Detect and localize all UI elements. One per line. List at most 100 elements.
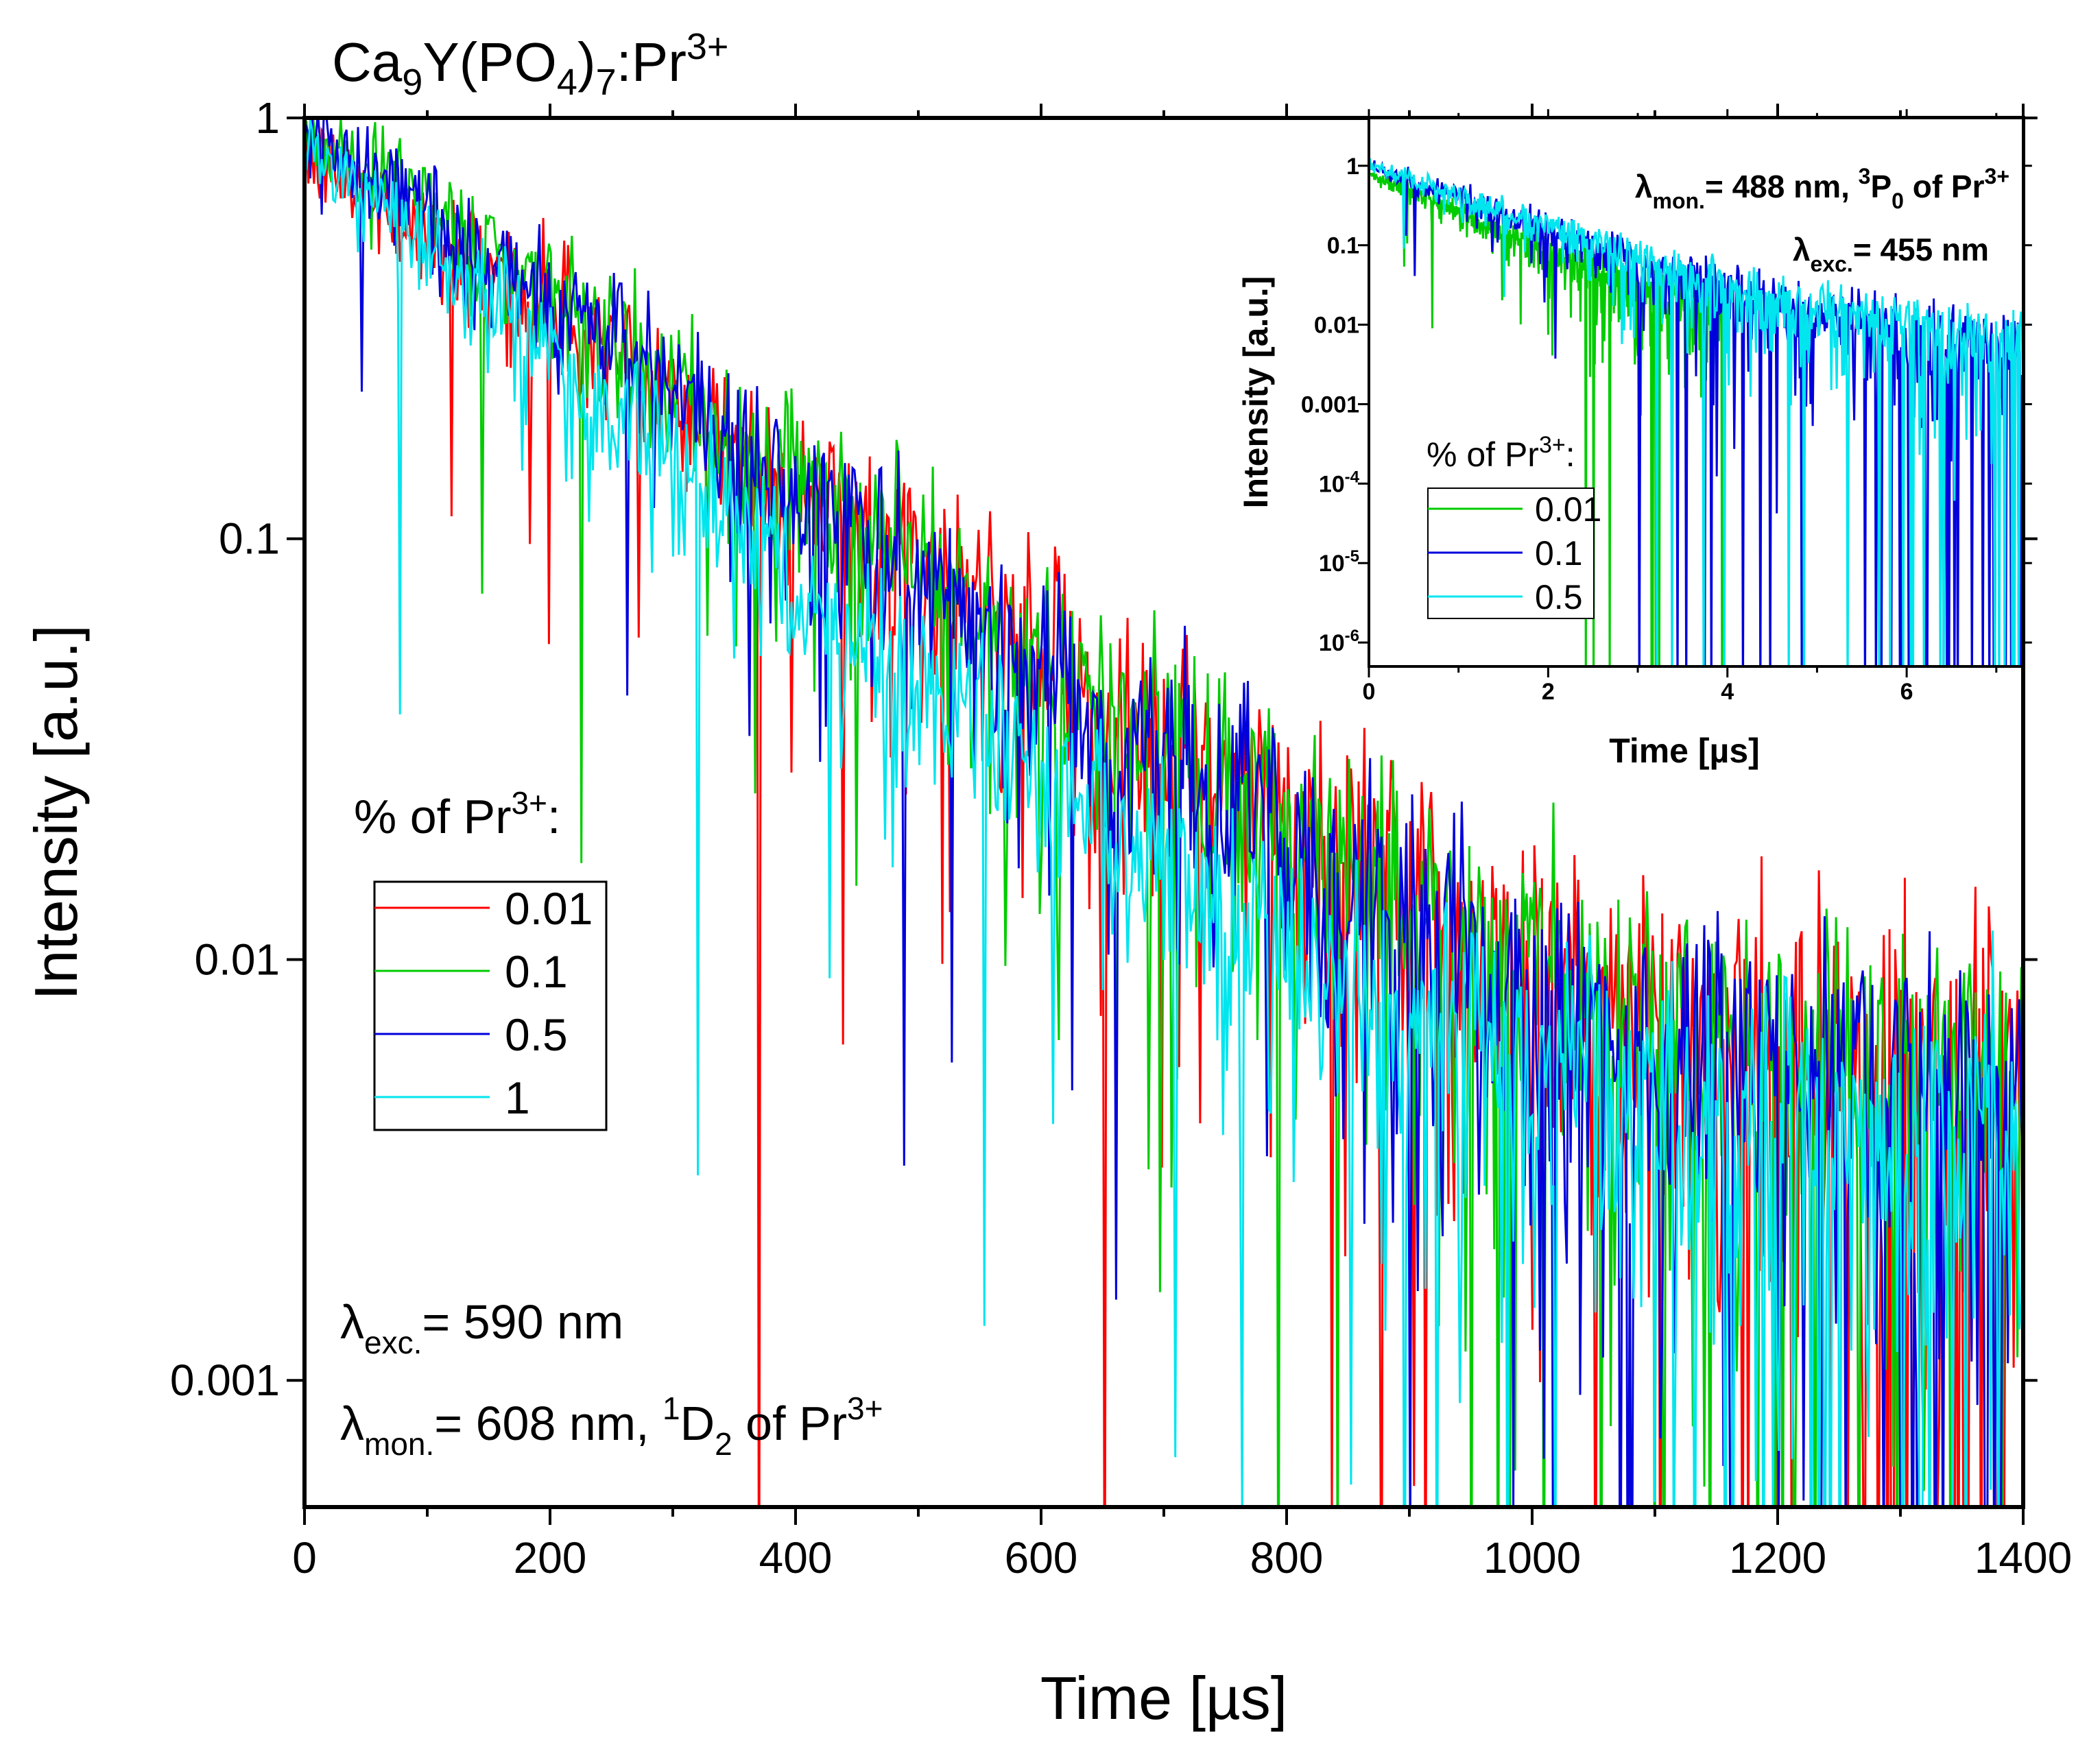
main-series-group <box>305 118 2023 1507</box>
title-subscript: 9 <box>402 62 422 103</box>
legend-label: 0.01 <box>1535 490 1601 529</box>
legend-title-part: % of Pr <box>354 790 512 843</box>
y-tick-label: 1 <box>255 93 280 143</box>
x-tick-label: 1200 <box>1729 1533 1826 1582</box>
annotation-subscript: 0 <box>1892 189 1904 213</box>
annotation-part: = 590 nm <box>422 1295 623 1349</box>
y-tick-label: 1 <box>1346 154 1359 180</box>
annotation-subscript: exc. <box>1811 252 1853 276</box>
annotation-part: λ <box>1635 169 1653 204</box>
main-legend-title: % of Pr3+: <box>354 785 560 843</box>
inset-legend-title: % of Pr3+: <box>1427 432 1575 474</box>
y-tick-label: 10-6 <box>1319 627 1359 656</box>
title-subscript: 4 <box>557 62 577 103</box>
legend-title-part: : <box>547 790 560 843</box>
legend-label: 1 <box>505 1072 530 1123</box>
x-tick-label: 0 <box>1363 679 1376 705</box>
y-tick-label: 0.01 <box>194 935 280 984</box>
y-tick-label-exponent: -6 <box>1345 627 1359 645</box>
y-tick-label-base: 0.1 <box>1327 233 1359 259</box>
inset-y-axis-label: Intensity [a.u.] <box>1237 276 1275 509</box>
y-tick-label: 10-4 <box>1319 468 1360 497</box>
annotation-superscript: 3+ <box>847 1390 883 1426</box>
main-legend-box <box>373 880 608 1131</box>
main-x-axis-label: Time [µs] <box>1040 1664 1287 1732</box>
main-y-axis-label: Intensity [a.u.] <box>22 625 90 1000</box>
y-tick-label-base: 1 <box>1346 154 1359 180</box>
legend-label: 0.1 <box>505 946 568 997</box>
x-tick-label: 0 <box>292 1533 317 1582</box>
main-legend: 0.01 0.1 0.5 1 <box>374 883 593 1123</box>
y-tick-label: 0.1 <box>1327 233 1359 259</box>
annotation-part: of Pr <box>1904 169 1985 204</box>
annotation-superscript: 3 <box>1859 164 1871 189</box>
x-tick-label: 200 <box>514 1533 587 1582</box>
title-part: ) <box>577 32 596 93</box>
legend-label: 0.5 <box>505 1009 568 1060</box>
annotation-part: λ <box>340 1295 364 1349</box>
annotation-part: λ <box>1793 232 1811 267</box>
inset-x-axis-label: Time [µs] <box>1609 732 1760 770</box>
annotation-part: λ <box>340 1397 364 1450</box>
y-tick-label: 0.001 <box>1301 392 1359 418</box>
title-part: :Pr <box>617 32 687 93</box>
x-tick-label: 4 <box>1721 679 1734 705</box>
annotation-part: = 608 nm, <box>434 1397 663 1450</box>
x-tick-label: 400 <box>759 1533 833 1582</box>
inset-legend: 0.01 0.1 0.5 <box>1428 490 1601 616</box>
annotation-subscript: exc. <box>364 1325 422 1360</box>
series-line-0-5 <box>305 118 2023 1507</box>
annotation-superscript: 3+ <box>1985 164 2009 189</box>
series-line-1 <box>305 119 2023 1507</box>
series-line-0-5 <box>1369 158 2023 666</box>
legend-label: 0.01 <box>505 883 593 934</box>
legend-label: 0.5 <box>1535 578 1583 616</box>
x-tick-label: 1000 <box>1483 1533 1581 1582</box>
annotation-part: D <box>680 1397 715 1450</box>
annotation-part: = 488 nm, <box>1705 169 1859 204</box>
annotation-subscript: 2 <box>715 1426 732 1462</box>
annotation-monitoring: λmon.= 608 nm, 1D2 of Pr3+ <box>340 1390 883 1462</box>
y-tick-label-exponent: -4 <box>1345 468 1360 486</box>
y-tick-label-base: 10 <box>1319 630 1345 656</box>
y-tick-label-exponent: -5 <box>1345 547 1359 566</box>
legend-title-part: % of Pr <box>1427 435 1539 474</box>
x-tick-label: 800 <box>1250 1533 1324 1582</box>
title-superscript: 3+ <box>687 26 729 67</box>
legend-title-part: : <box>1566 435 1575 474</box>
series-line-0-01 <box>305 118 2023 1507</box>
legend-label: 0.1 <box>1535 534 1583 573</box>
y-tick-label: 0.01 <box>1314 313 1359 339</box>
main-y-axis: 0.001 0.01 0.1 1 <box>170 93 2038 1405</box>
y-tick-label-base: 0.01 <box>1314 313 1359 339</box>
y-tick-label-base: 10 <box>1319 471 1345 497</box>
title-subscript: 7 <box>596 62 617 103</box>
y-tick-label-base: 0.001 <box>1301 392 1359 418</box>
main-chart: 0 200 400 600 800 1000 1200 1400 0.0010.010.11 … <box>22 26 2072 1732</box>
y-tick-label-base: 10 <box>1319 551 1345 577</box>
y-tick-label: 0.001 <box>170 1356 280 1405</box>
title-part: Ca <box>332 32 403 93</box>
title-part: Y(PO <box>422 32 557 93</box>
annotation-subscript: mon. <box>364 1426 434 1462</box>
x-tick-label: 600 <box>1005 1533 1078 1582</box>
legend-title-superscript: 3+ <box>1539 432 1566 458</box>
inset-plot-frame <box>1368 117 2025 668</box>
x-tick-label: 2 <box>1542 679 1555 705</box>
annotation-subscript: mon. <box>1653 189 1705 213</box>
y-tick-label: 0.1 <box>219 514 280 564</box>
inset-x-axis: 0 2 4 6 <box>1363 109 1998 705</box>
x-tick-label: 1400 <box>1974 1533 2072 1582</box>
inset-annotation-excitation: λexc.= 455 nm <box>1793 232 1989 276</box>
inset-series-group <box>1369 158 2023 666</box>
annotation-part: = 455 nm <box>1853 232 1989 267</box>
legend-title-superscript: 3+ <box>512 785 547 821</box>
x-tick-label: 6 <box>1900 679 1913 705</box>
main-x-axis: 0 200 400 600 800 1000 1200 1400 <box>292 104 2072 1582</box>
chart-title: Ca9Y(PO4)7:Pr3+ <box>332 26 728 103</box>
annotation-part: P <box>1870 169 1892 204</box>
annotation-excitation: λexc.= 590 nm <box>340 1295 623 1360</box>
